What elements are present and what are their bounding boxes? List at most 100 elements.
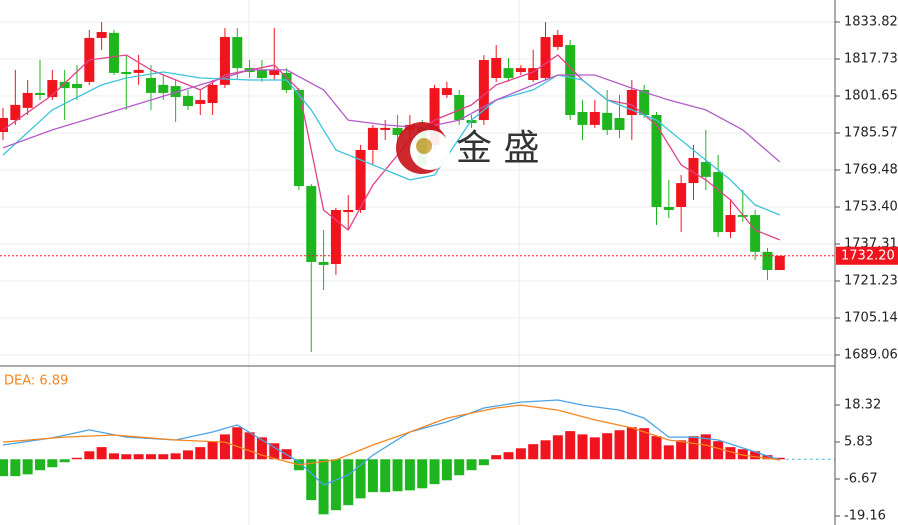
- macd-bar: [700, 434, 711, 460]
- current-price-box: [836, 246, 898, 265]
- macd-bar: [491, 455, 502, 460]
- macd-bar: [441, 459, 452, 481]
- candle-body: [552, 34, 563, 47]
- macd-bar: [84, 451, 95, 460]
- candle-body: [503, 68, 514, 78]
- macd-bar: [762, 455, 773, 460]
- candle-body: [133, 69, 144, 73]
- candle-body: [195, 100, 206, 104]
- macd-bar: [121, 454, 132, 460]
- candle-body: [182, 95, 193, 107]
- macd-bar: [96, 447, 107, 460]
- y-tick-label: 1801.65: [844, 89, 898, 104]
- candle-body: [478, 60, 489, 121]
- macd-bar: [417, 459, 428, 489]
- candle-body: [71, 83, 82, 89]
- candle-body: [343, 209, 354, 213]
- y-tick-label: 1721.23: [844, 273, 898, 288]
- macd-bar: [343, 459, 354, 506]
- candle-body: [10, 104, 21, 121]
- candle-body: [774, 255, 785, 271]
- y-tick-label: 1753.40: [844, 199, 898, 214]
- candle-body: [639, 89, 650, 115]
- candle-body: [725, 215, 736, 233]
- macd-bar: [207, 441, 218, 460]
- y-tick-label: 1705.14: [844, 310, 898, 325]
- indicator-line: [2, 54, 781, 241]
- candle-body: [663, 206, 674, 210]
- macd-bar: [577, 434, 588, 460]
- candle-body: [232, 37, 243, 69]
- candle-body: [700, 161, 711, 177]
- candle-body: [441, 88, 452, 95]
- macd-bar: [540, 440, 551, 460]
- plot-layer: DEA: 6.89: [0, 21, 840, 517]
- macd-bar: [602, 433, 613, 460]
- candle-body: [688, 158, 699, 184]
- macd-bar: [737, 449, 748, 460]
- candle-body: [330, 209, 341, 265]
- candle-body: [34, 92, 45, 95]
- candle-body: [762, 251, 773, 271]
- macd-bar: [367, 459, 378, 493]
- macd-bar: [478, 459, 489, 466]
- candle-body: [355, 149, 366, 210]
- macd-bar: [565, 431, 576, 460]
- y-tick-label: 1785.57: [844, 126, 898, 141]
- macd-bar: [133, 454, 144, 460]
- y-tick-label: 1817.73: [844, 52, 898, 67]
- macd-bar: [651, 436, 662, 460]
- macd-bar: [195, 447, 206, 460]
- macd-bar: [454, 459, 465, 476]
- candle-body: [528, 68, 539, 81]
- candle-body: [429, 88, 440, 145]
- macd-bar: [750, 451, 761, 460]
- macd-bar: [34, 459, 45, 471]
- macd-bar: [663, 445, 674, 460]
- y-tick-label: 18.32: [844, 397, 881, 412]
- candle-body: [614, 117, 625, 130]
- y-tick-label: 5.83: [844, 434, 873, 449]
- candle-body: [0, 117, 8, 133]
- macd-bar: [713, 441, 724, 460]
- candle-body: [676, 183, 687, 207]
- macd-bar: [170, 453, 181, 460]
- overlay-layer: 1833.82 1817.73 1801.65 1785.57 1769.48 1753.…: [836, 15, 898, 524]
- macd-bar: [182, 450, 193, 460]
- macd-bar: [614, 430, 625, 460]
- candle-body: [47, 80, 58, 98]
- macd-bar: [244, 432, 255, 460]
- macd-bar: [639, 428, 650, 460]
- logo: [416, 138, 432, 154]
- macd-bar: [725, 447, 736, 460]
- macd-bar: [626, 427, 637, 460]
- candle-body: [170, 86, 181, 98]
- candle-body: [108, 32, 119, 73]
- macd-bar: [528, 444, 539, 460]
- macd-bar: [392, 459, 403, 492]
- macd-bar: [71, 457, 82, 460]
- candle-body: [158, 84, 169, 93]
- candle-body: [540, 37, 551, 78]
- candle-body: [392, 127, 403, 136]
- candle-body: [145, 77, 156, 93]
- candle-body: [466, 120, 477, 124]
- candle-body: [219, 37, 230, 85]
- macd-bar: [330, 459, 341, 511]
- macd-bar: [503, 452, 514, 460]
- candle-body: [293, 89, 304, 187]
- macd-bar: [108, 453, 119, 460]
- candle-body: [269, 69, 280, 75]
- macd-bar: [219, 434, 230, 460]
- macd-bar: [145, 454, 156, 460]
- macd-bar: [306, 459, 317, 501]
- candle-body: [367, 127, 378, 150]
- macd-bar: [10, 459, 21, 477]
- indicator-line: [2, 71, 781, 216]
- macd-bar: [552, 435, 563, 460]
- macd-bar: [256, 437, 267, 460]
- macd-bar: [22, 459, 33, 475]
- candle-body: [750, 215, 761, 252]
- y-tick-label: 1689.06: [844, 347, 898, 362]
